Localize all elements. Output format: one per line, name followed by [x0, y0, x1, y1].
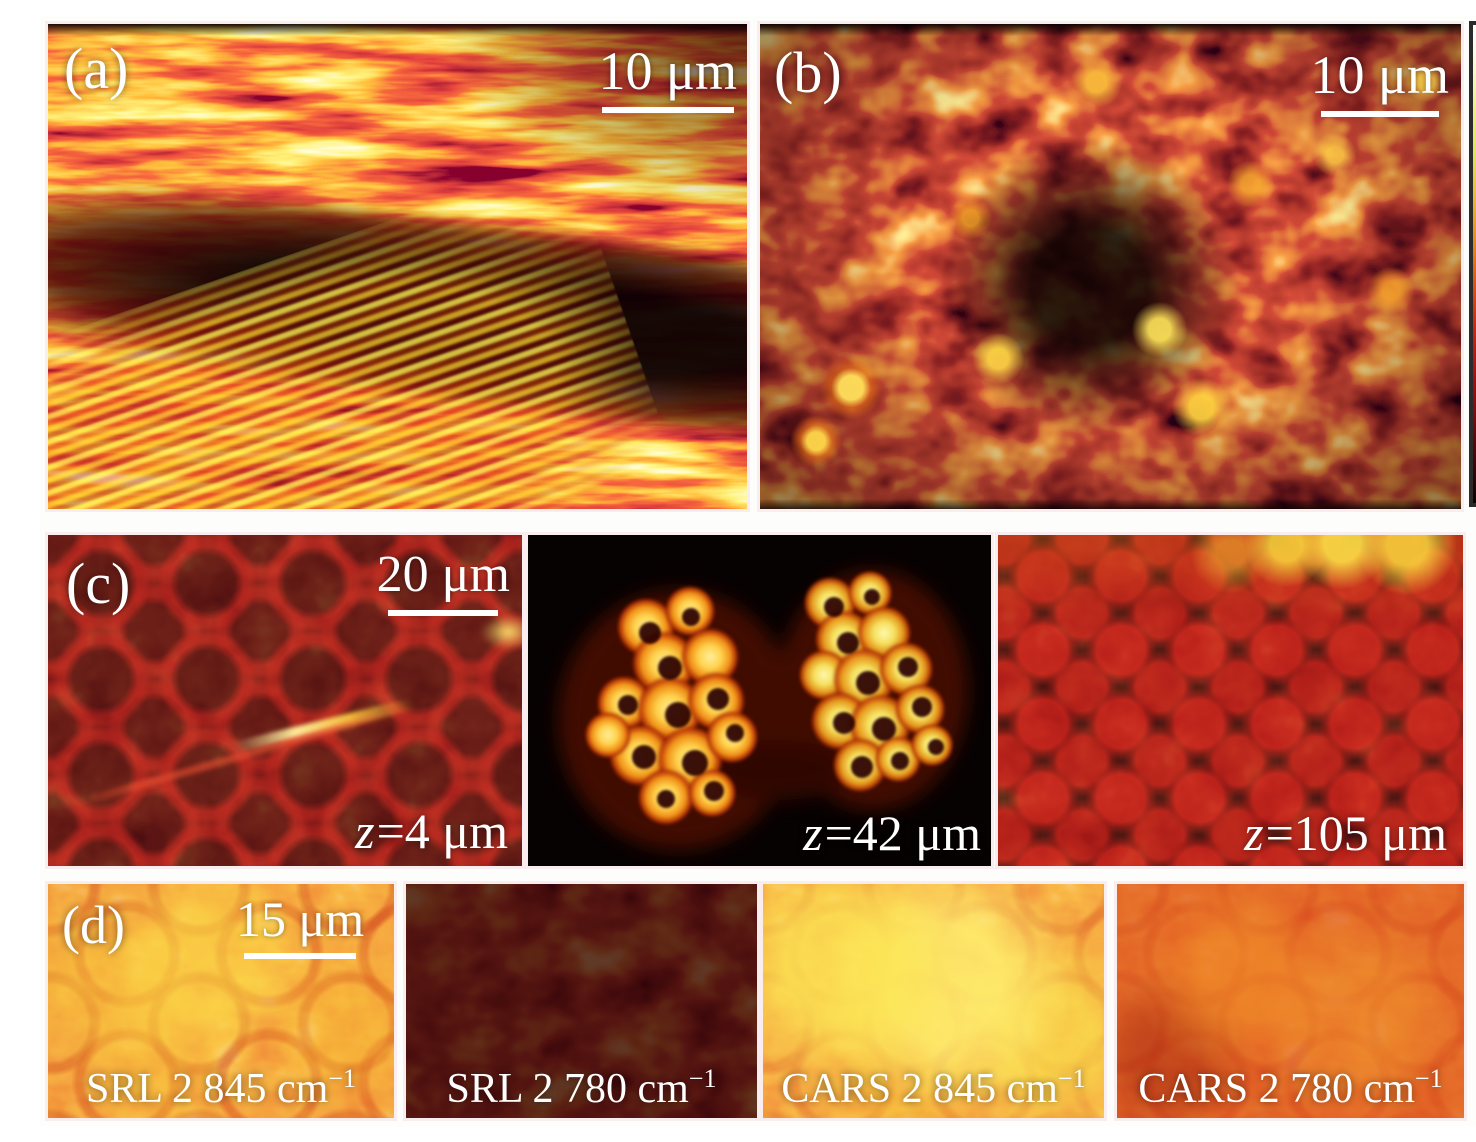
slice-caption: CARS 2 780 cm−1 — [1117, 1064, 1464, 1112]
z-depth-label: z=42 μm — [803, 808, 981, 858]
scalebar-text: 20 μm — [376, 546, 510, 603]
z-depth-label: z=105 μm — [1244, 808, 1447, 858]
slice-caption: SRL 2 845 cm−1 — [48, 1064, 394, 1112]
z-value: =42 μm — [824, 805, 981, 861]
scalebar-line — [244, 953, 357, 959]
z-value: =4 μm — [376, 803, 508, 859]
panel-d-scalebar: 15 μm — [236, 894, 364, 959]
caption-text: SRL 2 780 cm — [446, 1066, 689, 1112]
panel-d-label: (d) — [62, 895, 125, 955]
scalebar-line — [388, 610, 499, 616]
panel-c-scalebar: 20 μm — [377, 549, 510, 616]
panel-b-image: (b) 10 μm — [760, 24, 1461, 509]
panel-b-label: (b) — [774, 40, 842, 105]
scalebar-text: 10 μm — [1310, 45, 1449, 105]
panel-c-slice-z4-image: (c) 20 μm z=4 μm — [48, 535, 522, 866]
z-depth-label: z=4 μm — [355, 806, 508, 856]
caption-superscript: −1 — [1057, 1064, 1086, 1093]
z-variable: z — [1244, 805, 1264, 861]
panel-c-label: (c) — [66, 551, 131, 616]
panel-d-cars-2845-image: CARS 2 845 cm−1 — [763, 884, 1104, 1118]
panel-a-top-edge — [48, 24, 747, 36]
z-variable: z — [355, 803, 375, 859]
panel-c-slice-z42-image: z=42 μm — [528, 535, 991, 866]
colorbar-gradient — [1473, 25, 1476, 503]
caption-superscript: −1 — [688, 1064, 717, 1093]
panel-a-label: (a) — [64, 36, 129, 101]
panel-d-cars-2780-image: CARS 2 780 cm−1 — [1117, 884, 1464, 1118]
panel-d2-dark-texture — [406, 884, 757, 1118]
z-variable: z — [803, 805, 823, 861]
panel-d-srl-2780-image: SRL 2 780 cm−1 — [406, 884, 757, 1118]
intensity-colorbar — [1469, 21, 1476, 507]
panel-a-scalebar: 10 μm — [599, 44, 737, 113]
panel-c2-cell-clusters — [528, 535, 991, 866]
scalebar-line — [1320, 111, 1439, 117]
panel-a-image: (a) 10 μm — [48, 24, 747, 509]
caption-text: CARS 2 780 cm — [1138, 1066, 1415, 1112]
scalebar-line — [601, 107, 734, 113]
caption-text: CARS 2 845 cm — [781, 1066, 1058, 1112]
caption-superscript: −1 — [328, 1064, 356, 1093]
scalebar-text: 10 μm — [598, 41, 737, 101]
panel-b-top-edge — [760, 24, 1461, 36]
panel-b-scalebar: 10 μm — [1311, 48, 1449, 117]
caption-text: SRL 2 845 cm — [86, 1066, 329, 1112]
figure-canvas: (a) 10 μm (b) 10 μm (c) 20 μm z=4 — [40, 16, 1476, 1126]
slice-caption: SRL 2 780 cm−1 — [406, 1064, 757, 1112]
z-value: =105 μm — [1265, 805, 1447, 861]
panel-b-bottom-edge — [760, 499, 1461, 509]
caption-superscript: −1 — [1414, 1064, 1443, 1093]
panel-d-srl-2845-image: (d) 15 μm SRL 2 845 cm−1 — [48, 884, 394, 1118]
scalebar-text: 15 μm — [236, 891, 365, 947]
panel-c-slice-z105-image: z=105 μm — [998, 535, 1463, 866]
slice-caption: CARS 2 845 cm−1 — [763, 1064, 1104, 1112]
